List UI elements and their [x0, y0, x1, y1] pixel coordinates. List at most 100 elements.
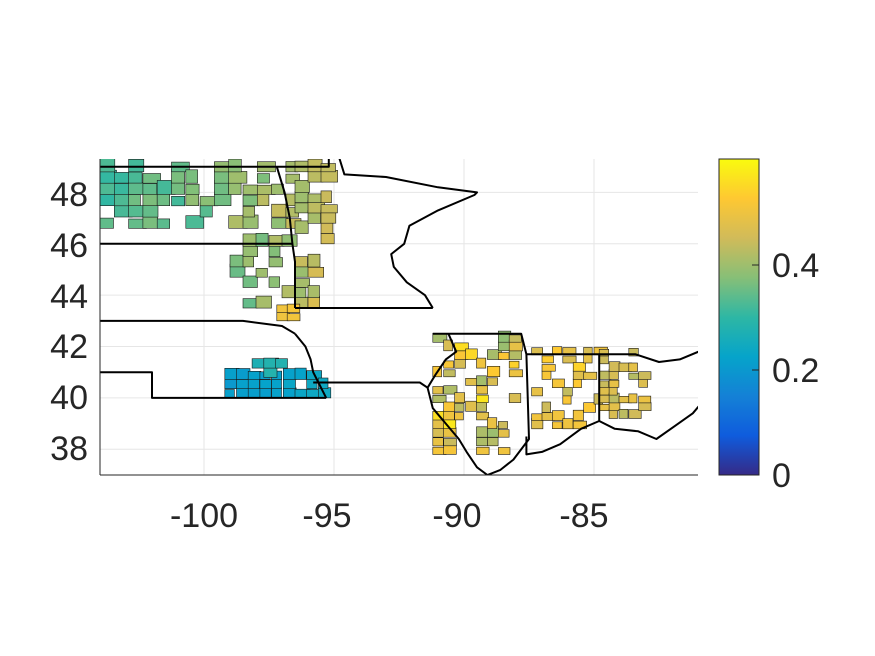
county-polygon	[552, 421, 563, 429]
county-polygon	[552, 378, 565, 388]
county-polygon	[156, 218, 170, 229]
county-polygon	[638, 378, 648, 388]
county-polygon	[562, 355, 577, 364]
county-polygon	[286, 313, 301, 322]
county-polygon	[476, 426, 488, 438]
county-polygon	[142, 173, 161, 184]
county-polygon	[128, 205, 145, 218]
county-polygon	[443, 369, 456, 378]
colorbar-tick-label: 0	[772, 457, 791, 495]
county-polygon	[608, 386, 618, 396]
county-polygon	[628, 409, 642, 419]
county-polygon	[100, 159, 116, 173]
county-polygon	[294, 278, 310, 288]
state-border	[525, 353, 601, 456]
county-polygon	[552, 410, 565, 421]
county-polygon	[268, 257, 283, 268]
county-polygon	[228, 171, 248, 184]
county-polygon	[638, 371, 652, 380]
county-polygon	[598, 403, 610, 411]
county-polygon	[454, 403, 465, 412]
county-polygon	[476, 412, 489, 421]
county-polygon	[100, 217, 114, 229]
county-polygon	[256, 173, 270, 184]
state-border	[426, 332, 530, 475]
county-polygon	[531, 413, 544, 421]
county-polygon	[275, 358, 288, 369]
county-polygon	[476, 446, 490, 455]
county-polygon	[465, 348, 478, 360]
county-polygon	[497, 352, 510, 360]
county-polygon	[608, 401, 621, 411]
state-border	[294, 333, 328, 399]
county-polygon	[443, 385, 458, 395]
county-polygon	[114, 172, 130, 184]
colorbar-tick-label: 0.4	[772, 247, 819, 285]
county-polygon	[255, 267, 268, 278]
colorbar-ticks: 0 0.2 0.4	[752, 247, 819, 495]
county-polygon	[307, 159, 323, 173]
county-polygon	[255, 295, 272, 309]
county-polygon	[320, 190, 332, 203]
county-polygon	[271, 217, 289, 229]
county-polygon	[294, 202, 310, 214]
county-polygon	[185, 183, 200, 195]
county-polygon	[307, 253, 321, 268]
county-polygon	[307, 285, 320, 299]
county-polygon	[497, 421, 508, 429]
county-polygon	[242, 298, 258, 309]
y-tick-label: 48	[50, 176, 88, 214]
county-polygon	[228, 182, 242, 195]
county-polygon	[271, 203, 287, 218]
county-polygon	[618, 408, 629, 419]
county-polygon	[307, 266, 324, 278]
county-polygon	[128, 194, 141, 207]
county-polygon	[432, 427, 446, 438]
state-borders	[100, 159, 698, 475]
x-tick-label: -90	[432, 497, 481, 535]
county-polygons	[100, 159, 652, 455]
county-polygon	[583, 371, 598, 380]
county-polygon	[508, 393, 522, 403]
county-polygon	[562, 387, 573, 397]
county-polygon	[572, 362, 586, 372]
county-polygon	[476, 375, 487, 386]
county-polygon	[242, 206, 255, 218]
county-polygon	[142, 204, 159, 218]
county-polygon	[443, 360, 454, 369]
county-polygon	[476, 437, 488, 447]
county-polygon	[497, 429, 510, 438]
county-polygon	[432, 394, 447, 403]
state-border	[100, 371, 327, 399]
county-polygon	[294, 287, 307, 299]
county-polygon	[572, 409, 584, 421]
state-border	[598, 350, 698, 440]
county-polygon	[508, 360, 520, 369]
x-tick-label: -85	[559, 497, 608, 535]
county-polygon	[294, 367, 307, 380]
county-polygon	[242, 275, 258, 288]
y-tick-label: 38	[50, 430, 88, 468]
county-polygon	[497, 447, 511, 455]
colorbar	[718, 158, 760, 476]
county-polygon	[268, 244, 281, 257]
county-polygon	[251, 358, 266, 369]
county-polygon	[628, 393, 638, 404]
county-polygon	[294, 256, 308, 268]
county-polygon	[236, 388, 249, 399]
x-tick-label: -100	[170, 497, 238, 535]
county-polygon	[247, 387, 262, 399]
county-polygon	[236, 379, 250, 389]
county-polygon	[185, 215, 205, 229]
y-tick-label: 42	[50, 328, 88, 366]
county-polygon	[487, 365, 501, 377]
county-polygon	[285, 173, 300, 184]
county-polygon	[583, 402, 596, 413]
county-polygon	[476, 357, 487, 369]
county-polygon	[476, 385, 488, 395]
county-polygon	[608, 379, 620, 388]
county-polygon	[572, 378, 582, 388]
county-polygon	[320, 233, 335, 245]
county-polygon	[142, 183, 158, 195]
